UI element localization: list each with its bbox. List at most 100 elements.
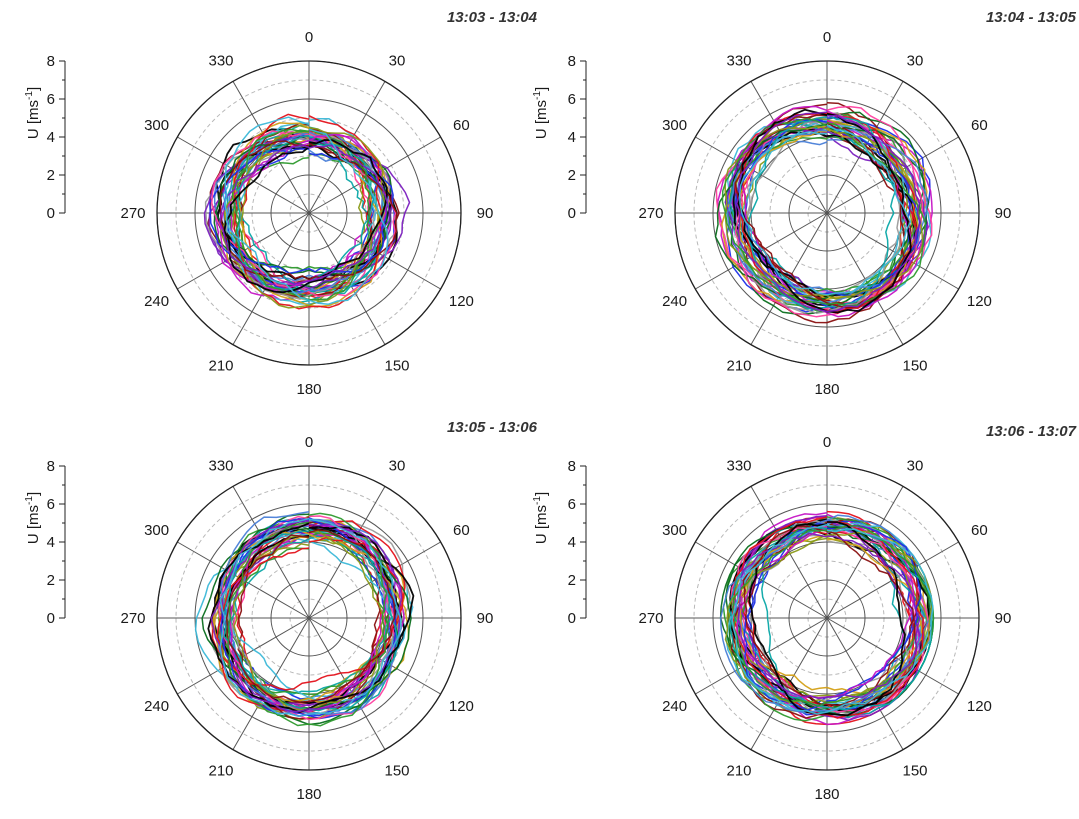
angle-tick-label: 30 — [907, 458, 924, 475]
y-tick-label: 6 — [47, 496, 55, 513]
polar-panel-4: 13:06 - 13:07 U [ms-1] 0 2 4 6 8 0 30 60 90 120 1… — [532, 423, 1077, 803]
angle-tick-label: 150 — [384, 762, 409, 779]
grid-spoke — [695, 541, 828, 619]
y-axis-label: U [ms-1] — [24, 492, 42, 544]
angle-tick-label: 210 — [208, 357, 233, 374]
series-line — [223, 116, 389, 305]
y-tick-label: 8 — [47, 458, 55, 475]
angle-tick-label: 210 — [726, 357, 751, 374]
polar-outer-rim — [674, 60, 980, 366]
angle-tick-label: 180 — [296, 381, 321, 398]
series-line — [748, 521, 906, 717]
series-line — [227, 512, 388, 727]
series-line — [734, 105, 923, 318]
panel-title: 13:03 - 13:04 — [447, 9, 538, 26]
y-axis-label: U [ms-1] — [532, 492, 550, 544]
angle-tick-label: 120 — [967, 293, 992, 310]
y-tick-label: 6 — [568, 496, 576, 513]
polar-panel-3: 13:05 - 13:06 U [ms-1] 0 2 4 6 8 0 30 60 90 120 1… — [24, 419, 538, 803]
angle-tick-label: 90 — [995, 610, 1012, 627]
series-line — [215, 141, 388, 276]
y-tick-label: 8 — [47, 53, 55, 70]
angle-tick-label: 180 — [814, 381, 839, 398]
angle-tick-label: 240 — [662, 698, 687, 715]
angle-tick-label: 30 — [389, 458, 406, 475]
panel-title: 13:04 - 13:05 — [986, 9, 1077, 26]
angle-tick-label: 300 — [662, 522, 687, 539]
angle-tick-label: 120 — [449, 293, 474, 310]
grid-spoke — [308, 541, 441, 619]
y-tick-label: 4 — [47, 534, 55, 551]
angle-tick-label: 270 — [638, 205, 663, 222]
series-line — [210, 518, 403, 713]
series-lines — [719, 510, 935, 726]
grid-spoke — [695, 136, 828, 214]
grid-spoke — [826, 212, 959, 290]
series-line — [223, 139, 388, 294]
angle-tick-label: 330 — [726, 458, 751, 475]
series-line — [737, 535, 923, 695]
angle-labels: 0 30 60 90 120 150 180 210 240 270 300 330 — [638, 29, 1011, 398]
y-tick-label: 8 — [568, 458, 576, 475]
angle-tick-label: 150 — [902, 357, 927, 374]
angle-tick-label: 300 — [144, 522, 169, 539]
y-tick-label: 0 — [47, 205, 55, 222]
y-axis-label: U [ms-1] — [24, 87, 42, 139]
angle-tick-label: 90 — [477, 205, 494, 222]
y-tick-label: 2 — [47, 167, 55, 184]
angle-tick-label: 270 — [120, 610, 145, 627]
angle-tick-label: 0 — [823, 29, 831, 46]
y-axis: 0 2 4 6 8 — [568, 458, 587, 627]
series-line — [739, 128, 920, 300]
angle-labels: 0 30 60 90 120 150 180 210 240 270 300 330 — [120, 434, 493, 803]
angle-tick-label: 0 — [305, 434, 313, 451]
angle-tick-label: 90 — [995, 205, 1012, 222]
angle-tick-label: 270 — [120, 205, 145, 222]
angle-tick-label: 270 — [638, 610, 663, 627]
y-tick-label: 2 — [568, 572, 576, 589]
series-line — [724, 126, 929, 297]
angle-tick-label: 240 — [662, 293, 687, 310]
polar-grid — [156, 60, 462, 366]
angle-tick-label: 60 — [971, 117, 988, 134]
angle-tick-label: 120 — [449, 698, 474, 715]
angle-tick-label: 0 — [823, 434, 831, 451]
y-tick-label: 4 — [568, 534, 576, 551]
angle-tick-label: 60 — [453, 117, 470, 134]
angle-tick-label: 210 — [208, 762, 233, 779]
angle-tick-label: 30 — [389, 53, 406, 70]
angle-tick-label: 60 — [453, 522, 470, 539]
angle-tick-label: 90 — [477, 610, 494, 627]
polar-panel-1: 13:03 - 13:04 U [ms-1] 0 2 4 6 8 0 30 60 90 120 1… — [24, 9, 538, 398]
y-tick-label: 0 — [568, 205, 576, 222]
panel-title: 13:05 - 13:06 — [447, 419, 538, 436]
series-line — [731, 516, 924, 719]
angle-tick-label: 240 — [144, 293, 169, 310]
angle-tick-label: 120 — [967, 698, 992, 715]
angle-tick-label: 150 — [902, 762, 927, 779]
series-line — [211, 130, 397, 297]
y-tick-label: 6 — [47, 91, 55, 108]
angle-tick-label: 300 — [144, 117, 169, 134]
angle-tick-label: 150 — [384, 357, 409, 374]
series-line — [219, 133, 387, 291]
polar-outer-rim — [674, 465, 980, 771]
series-line — [219, 144, 391, 285]
y-axis-label: U [ms-1] — [532, 87, 550, 139]
angle-tick-label: 180 — [814, 786, 839, 803]
series-lines — [194, 510, 415, 727]
angle-tick-label: 300 — [662, 117, 687, 134]
series-line — [738, 124, 912, 296]
angle-tick-label: 30 — [907, 53, 924, 70]
series-line — [739, 125, 913, 305]
series-line — [732, 524, 935, 707]
angle-tick-label: 180 — [296, 786, 321, 803]
angle-tick-label: 210 — [726, 762, 751, 779]
polar-outer-rim — [156, 60, 462, 366]
panel-title: 13:06 - 13:07 — [986, 423, 1077, 440]
grid-spoke — [232, 617, 310, 750]
angle-labels: 0 30 60 90 120 150 180 210 240 270 300 330 — [120, 29, 493, 398]
angle-tick-label: 330 — [208, 53, 233, 70]
y-tick-label: 2 — [568, 167, 576, 184]
